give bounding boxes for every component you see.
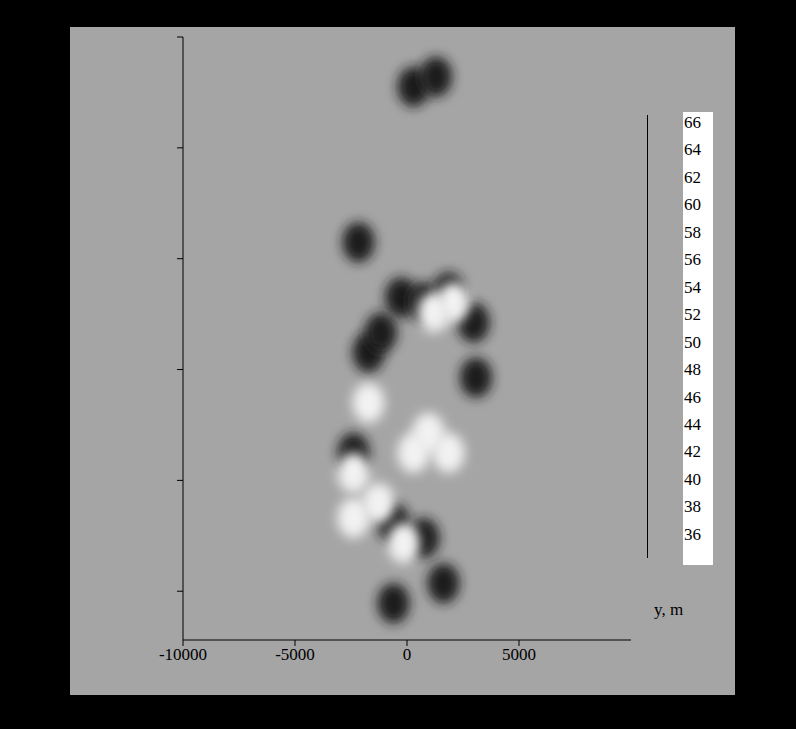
html-text:64: 64 (684, 140, 701, 160)
html-text:40: 40 (684, 469, 701, 489)
svg-text:0: 0 (403, 645, 412, 664)
html-text:42: 42 (684, 442, 701, 462)
html-text:66: 66 (684, 113, 701, 132)
html-text:50: 50 (684, 332, 701, 352)
html-text:52: 52 (684, 305, 701, 325)
html-text:46: 46 (684, 387, 701, 407)
svg-text:-5000: -5000 (275, 645, 315, 664)
svg-text:-10000: -10000 (159, 645, 207, 664)
html-text:60: 60 (684, 195, 701, 215)
svg-text:5000: 5000 (502, 645, 536, 664)
html-text:48: 48 (684, 360, 701, 380)
html-text:36: 36 (684, 524, 701, 544)
html-text:54: 54 (684, 277, 701, 297)
html-text:62: 62 (684, 167, 701, 187)
html-text:y, m: y, m (654, 600, 684, 619)
html-text:44: 44 (684, 415, 701, 434)
html-text:58: 58 (684, 222, 701, 242)
html-text:38: 38 (684, 497, 701, 517)
html-text:56: 56 (684, 250, 701, 270)
